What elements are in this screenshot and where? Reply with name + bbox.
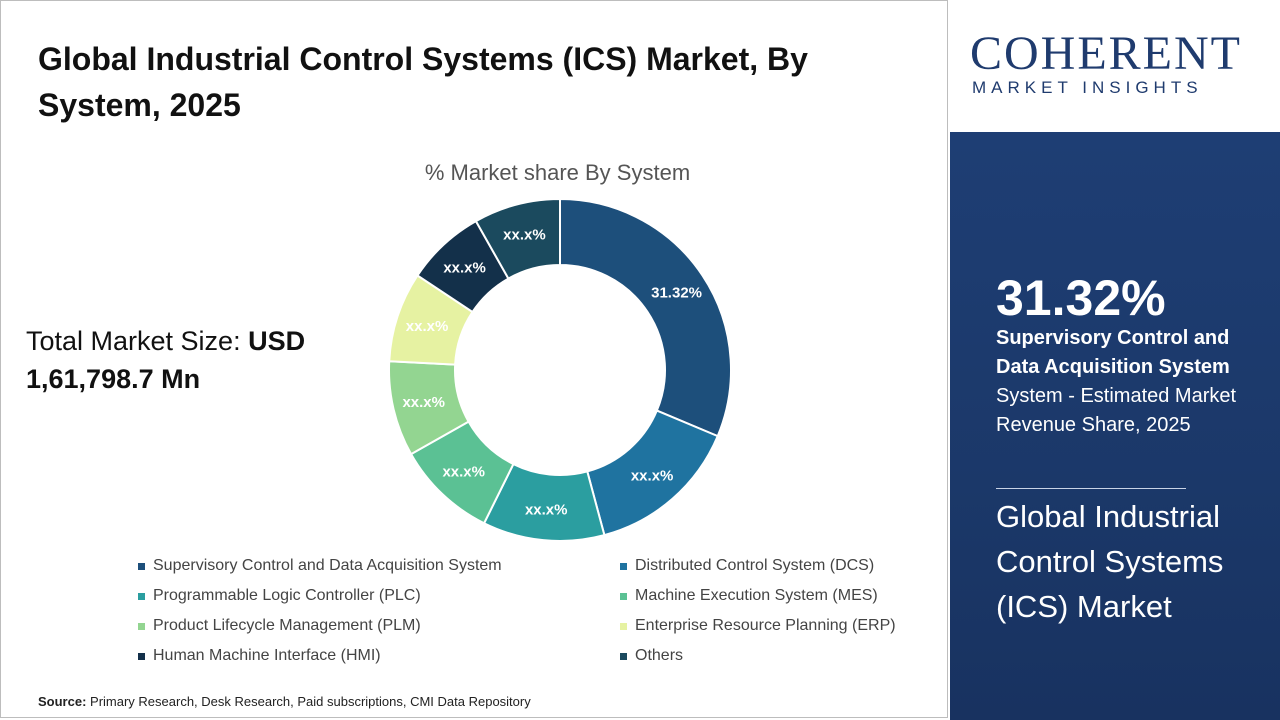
slice-label: xx.x% [443,260,486,277]
logo-main-text: COHERENT [970,27,1242,80]
legend-item: Product Lifecycle Management (PLM) [138,615,620,637]
legend-swatch [138,562,145,570]
legend-item: Supervisory Control and Data Acquisition… [138,555,620,577]
legend-label: Supervisory Control and Data Acquisition… [153,557,502,574]
legend-label: Human Machine Interface (HMI) [153,647,381,664]
legend-swatch [620,562,627,570]
legend-swatch [138,622,145,630]
legend-swatch [138,592,145,600]
logo-wordmark: COHERENT [970,30,1242,78]
logo-tagline: MARKET INSIGHTS [972,78,1203,97]
panel-divider [996,488,1186,489]
legend-item: Enterprise Resource Planning (ERP) [620,615,920,637]
legend-label: Enterprise Resource Planning (ERP) [635,617,896,634]
highlight-market-name: Global Industrial Control Systems (ICS) … [996,499,1224,624]
legend-item: Human Machine Interface (HMI) [138,645,620,667]
slice-label: xx.x% [402,394,445,411]
legend-swatch [620,592,627,600]
source-label: Source: [38,694,87,709]
page-title: Global Industrial Control Systems (ICS) … [38,41,808,123]
legend-item: Programmable Logic Controller (PLC) [138,585,620,607]
total-label: Total Market Size: [26,326,249,356]
highlight-segment: Supervisory Control and Data Acquisition… [996,327,1230,378]
legend-swatch [138,652,145,660]
legend-item: Distributed Control System (DCS) [620,555,920,577]
legend-swatch [620,652,627,660]
slice-label: xx.x% [406,318,449,335]
legend-item: Machine Execution System (MES) [620,585,920,607]
chart-frame [0,0,948,718]
highlight-description: System - Estimated Market Revenue Share,… [996,385,1237,436]
source-note: Source: Primary Research, Desk Research,… [38,694,531,709]
total-value-currency: USD [248,326,306,356]
legend-label: Programmable Logic Controller (PLC) [153,587,421,604]
chart-legend: Supervisory Control and Data Acquisition… [138,555,928,667]
legend-label: Product Lifecycle Management (PLM) [153,617,421,634]
brand-logo: COHERENT MARKET INSIGHTS [950,0,1280,132]
legend-label: Others [635,647,684,664]
slice-label: 31.32% [651,284,702,301]
source-text: Primary Research, Desk Research, Paid su… [86,694,531,709]
slice-label: xx.x% [442,464,485,481]
slice-label: xx.x% [631,467,674,484]
legend-swatch [620,622,627,630]
total-value-amount: 1,61,798.7 Mn [26,364,201,394]
total-market-size: Total Market Size: USD 1,61,798.7 Mn [26,322,305,398]
highlight-panel: 31.32% Supervisory Control and Data Acqu… [950,132,1280,720]
highlight-value: 31.32% [996,270,1166,326]
legend-label: Machine Execution System (MES) [635,587,878,604]
chart-title: % Market share By System [424,160,691,185]
legend-item: Others [620,645,920,667]
slice-label: xx.x% [503,227,546,244]
donut-chart: 31.32% xx.x% xx.x% xx.x% xx.x% xx.x% xx.x% xx.x… [388,197,732,542]
legend-label: Distributed Control System (DCS) [635,557,875,574]
slice-label: xx.x% [525,501,568,518]
donut-slice [559,197,732,438]
donut-slice [474,197,561,280]
